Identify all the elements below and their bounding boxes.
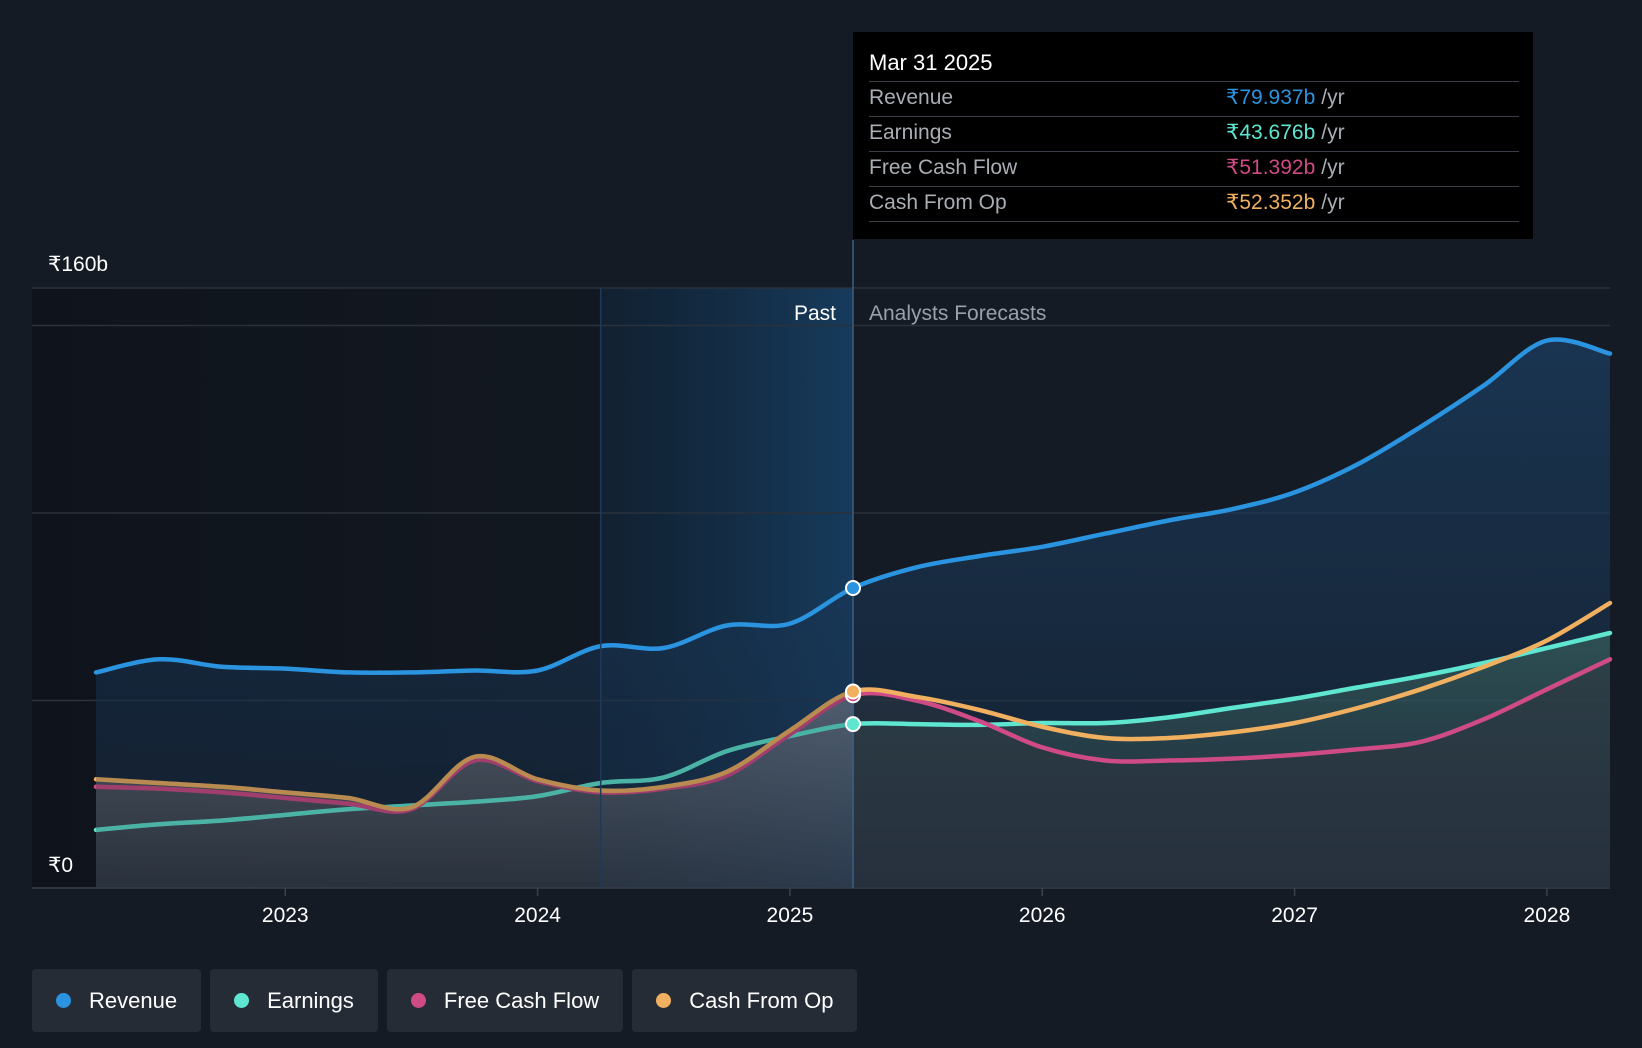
- x-tick-label: 2025: [767, 904, 814, 927]
- tooltip-label: Cash From Op: [869, 191, 1007, 214]
- legend-label: Earnings: [267, 987, 354, 1013]
- x-tick-label: 2027: [1271, 904, 1318, 927]
- cash-area-past: [96, 691, 854, 888]
- x-axis-ticks: 2023 2024 2025 2026 2027 2028: [262, 888, 1570, 927]
- legend-item-earnings[interactable]: Earnings: [210, 969, 378, 1032]
- tooltip-value: ₹52.352b/yr: [1226, 187, 1345, 219]
- past-label: Past: [794, 302, 836, 325]
- fcf-value: ₹51.392b: [1226, 156, 1316, 179]
- fcf-area-forecast: [854, 659, 1610, 888]
- x-tick-label: 2024: [514, 904, 561, 927]
- tooltip-row-earnings: Earnings ₹43.676b/yr: [869, 116, 1519, 151]
- earnings-marker: [845, 716, 861, 733]
- legend-item-cash-from-op[interactable]: Cash From Op: [632, 969, 858, 1032]
- unit-label: /yr: [1321, 86, 1345, 109]
- fcf-dot-icon: [410, 993, 426, 1008]
- revenue-marker: [845, 580, 861, 596]
- revenue-dot-icon: [56, 993, 71, 1008]
- y-axis-bottom-label: ₹0: [48, 854, 73, 877]
- cash-from-op-marker: [845, 683, 861, 700]
- unit-label: /yr: [1321, 121, 1345, 144]
- legend-item-revenue[interactable]: Revenue: [32, 969, 202, 1032]
- tooltip-panel: Mar 31 2025 Revenue ₹79.937b/yr Earnings…: [853, 32, 1533, 239]
- x-tick-label: 2023: [262, 904, 309, 927]
- tooltip-row-revenue: Revenue ₹79.937b/yr: [869, 81, 1519, 116]
- earnings-value: ₹43.676b: [1226, 121, 1316, 144]
- legend-item-free-cash-flow[interactable]: Free Cash Flow: [386, 969, 624, 1032]
- earnings-dot-icon: [234, 993, 250, 1008]
- x-tick-label: 2026: [1019, 904, 1066, 927]
- forecast-label: Analysts Forecasts: [869, 302, 1046, 325]
- legend-label: Cash From Op: [689, 987, 834, 1013]
- unit-label: /yr: [1321, 156, 1345, 179]
- revenue-value: ₹79.937b: [1226, 86, 1316, 109]
- tooltip-label: Earnings: [869, 121, 952, 144]
- cfo-dot-icon: [656, 993, 672, 1008]
- tooltip-label: Revenue: [869, 86, 954, 109]
- tooltip-markers: [845, 580, 861, 733]
- tooltip-label: Free Cash Flow: [869, 156, 1018, 179]
- legend-label: Free Cash Flow: [443, 987, 600, 1013]
- tooltip-value: ₹79.937b/yr: [1226, 82, 1345, 114]
- cfo-value: ₹52.352b: [1226, 191, 1316, 214]
- legend: Revenue Earnings Free Cash Flow Cash Fro…: [32, 969, 858, 1032]
- legend-label: Revenue: [89, 987, 178, 1013]
- y-axis-top-label: ₹160b: [48, 253, 108, 276]
- tooltip-value: ₹43.676b/yr: [1226, 117, 1345, 149]
- tooltip-value: ₹51.392b/yr: [1226, 152, 1345, 184]
- tooltip-row-cash-from-op: Cash From Op ₹52.352b/yr: [869, 186, 1519, 222]
- unit-label: /yr: [1321, 191, 1345, 214]
- x-tick-label: 2028: [1524, 904, 1571, 927]
- tooltip-date: Mar 31 2025: [869, 50, 993, 75]
- tooltip-row-free-cash-flow: Free Cash Flow ₹51.392b/yr: [869, 151, 1519, 186]
